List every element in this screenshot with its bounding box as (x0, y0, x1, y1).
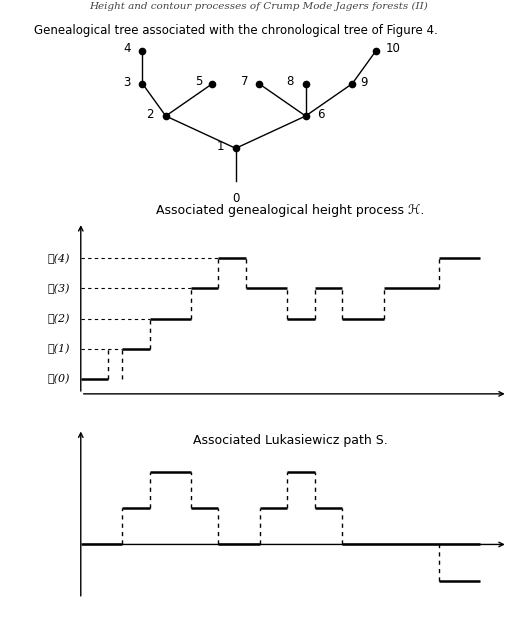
Text: Associated Lukasiewicz path S.: Associated Lukasiewicz path S. (193, 434, 387, 447)
Text: ℋ(4): ℋ(4) (47, 253, 70, 264)
Text: Height and contour processes of Crump Mode Jagers forests (II): Height and contour processes of Crump Mo… (90, 2, 428, 11)
Text: ℋ(1): ℋ(1) (47, 344, 70, 354)
Text: ℋ(2): ℋ(2) (47, 313, 70, 324)
Text: 4: 4 (123, 43, 131, 55)
Text: Associated genealogical height process ℋ.: Associated genealogical height process ℋ… (156, 204, 424, 217)
Text: 5: 5 (195, 74, 202, 88)
Text: 6: 6 (317, 108, 325, 121)
Text: 1: 1 (217, 140, 224, 153)
Text: 9: 9 (361, 76, 368, 88)
Text: 10: 10 (386, 43, 401, 55)
Text: 8: 8 (286, 74, 294, 88)
Text: 0: 0 (232, 192, 239, 205)
Text: 3: 3 (123, 76, 131, 88)
Text: ℋ(0): ℋ(0) (47, 373, 70, 384)
Text: 7: 7 (241, 74, 249, 88)
Text: 2: 2 (147, 108, 154, 121)
Text: ℋ(3): ℋ(3) (47, 283, 70, 294)
Text: Genealogical tree associated with the chronological tree of Figure 4.: Genealogical tree associated with the ch… (34, 24, 438, 37)
